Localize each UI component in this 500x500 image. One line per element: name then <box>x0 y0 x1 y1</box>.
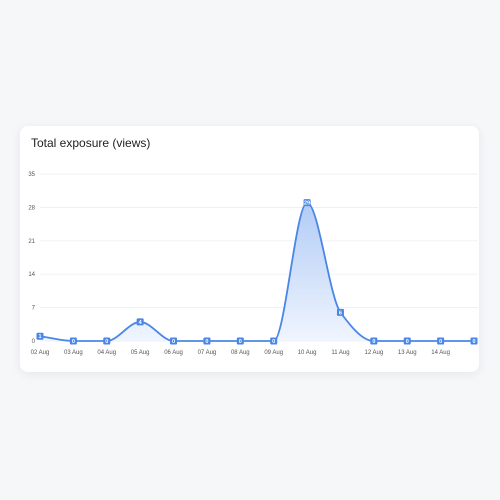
data-label: 1 <box>38 334 41 340</box>
data-label: 6 <box>339 310 342 316</box>
data-point: 0 <box>370 337 378 345</box>
y-tick-label: 0 <box>32 339 36 345</box>
data-point-marker <box>69 337 77 345</box>
x-tick-label: 14 Aug <box>431 350 450 356</box>
y-tick-label: 21 <box>28 239 35 245</box>
data-point-marker <box>236 337 244 345</box>
data-point: 0 <box>470 337 478 345</box>
data-point-marker <box>170 337 178 345</box>
data-point-marker <box>303 199 311 207</box>
data-point: 4 <box>136 318 144 326</box>
x-tick-label: 08 Aug <box>231 350 250 356</box>
data-point: 0 <box>69 337 77 345</box>
data-point: 0 <box>203 337 211 345</box>
data-point: 1 <box>36 332 44 340</box>
x-tick-label: 13 Aug <box>398 350 417 356</box>
data-label: 0 <box>239 339 242 345</box>
x-tick-label: 12 Aug <box>365 350 384 356</box>
data-label: 0 <box>372 339 375 345</box>
data-point-marker <box>370 337 378 345</box>
data-point-marker <box>270 337 278 345</box>
y-tick-label: 28 <box>28 205 35 211</box>
data-label: 0 <box>439 339 442 345</box>
data-point: 0 <box>236 337 244 345</box>
x-tick-label: 04 Aug <box>97 350 116 356</box>
data-point: 0 <box>437 337 445 345</box>
data-label: 29 <box>304 201 310 207</box>
data-point: 0 <box>170 337 178 345</box>
data-label: 4 <box>139 320 143 326</box>
x-tick-label: 06 Aug <box>164 350 183 356</box>
data-label: 0 <box>272 339 275 345</box>
data-point-marker <box>136 318 144 326</box>
data-point-marker <box>103 337 111 345</box>
data-point-marker <box>470 337 478 345</box>
data-label: 0 <box>172 339 175 345</box>
y-tick-label: 14 <box>28 272 35 278</box>
data-label: 0 <box>105 339 108 345</box>
data-point: 6 <box>336 308 344 316</box>
data-point-marker <box>203 337 211 345</box>
data-point-marker <box>36 332 44 340</box>
data-label: 0 <box>406 339 409 345</box>
data-point-marker <box>403 337 411 345</box>
data-point: 0 <box>270 337 278 345</box>
x-tick-label: 02 Aug <box>31 350 50 356</box>
y-tick-label: 35 <box>28 172 35 178</box>
y-tick-label: 7 <box>32 306 36 312</box>
data-label: 0 <box>472 339 475 345</box>
data-point: 29 <box>303 199 311 207</box>
chart-card: Total exposure (views) 0 7 14 21 28 35 02 Aug 0… <box>20 126 479 372</box>
x-tick-label: 10 Aug <box>298 350 317 356</box>
x-tick-label: 11 Aug <box>331 350 349 356</box>
chart-title: Total exposure (views) <box>31 136 151 150</box>
series-line <box>39 201 474 342</box>
data-point: 0 <box>103 337 111 345</box>
data-point: 0 <box>403 337 411 345</box>
x-tick-label: 05 Aug <box>131 350 150 356</box>
x-tick-label: 03 Aug <box>64 350 83 356</box>
data-label: 0 <box>205 339 208 345</box>
data-point-marker <box>437 337 445 345</box>
x-tick-label: 07 Aug <box>198 350 217 356</box>
data-point-marker <box>336 308 344 316</box>
series-area <box>40 202 474 341</box>
data-label: 0 <box>72 339 75 345</box>
x-tick-label: 09 Aug <box>264 350 283 356</box>
